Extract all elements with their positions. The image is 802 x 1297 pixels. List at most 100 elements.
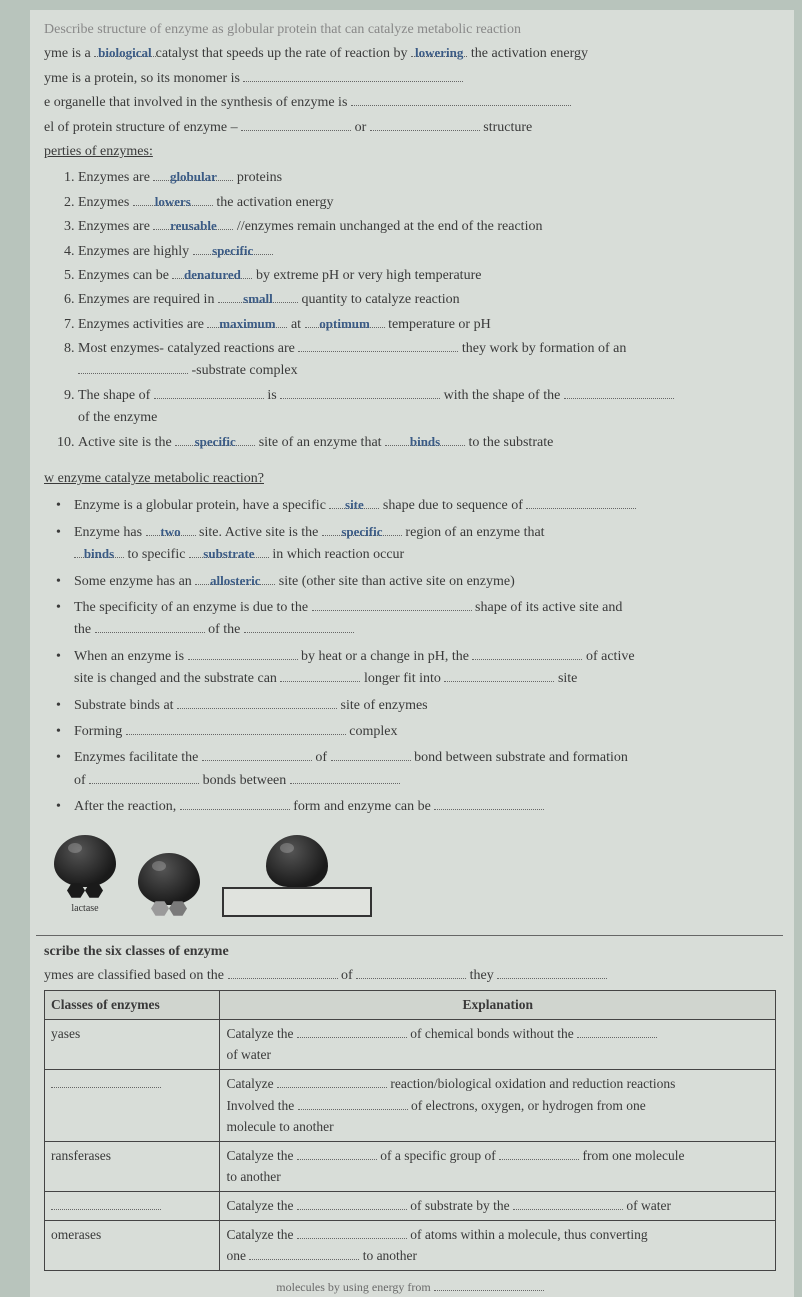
blank[interactable] bbox=[78, 360, 188, 374]
blank[interactable] bbox=[312, 597, 472, 611]
list-item: The shape of is with the shape of the of… bbox=[78, 384, 776, 431]
text: with the shape of the bbox=[444, 388, 561, 403]
blank[interactable] bbox=[243, 68, 463, 82]
diagram-label-box[interactable] bbox=[222, 887, 372, 917]
text: the bbox=[74, 622, 91, 637]
table-header-row: Classes of enzymes Explanation bbox=[45, 991, 776, 1020]
text: region of an enzyme that bbox=[405, 525, 544, 540]
blank[interactable] bbox=[298, 1096, 408, 1110]
text: site (other site than active site on enz… bbox=[279, 574, 515, 589]
text: structure bbox=[483, 120, 532, 135]
cell-explanation: Catalyze the of a specific group of from… bbox=[220, 1141, 776, 1191]
blank[interactable] bbox=[177, 695, 337, 709]
text: longer fit into bbox=[364, 671, 441, 686]
text: of chemical bonds without the bbox=[410, 1026, 573, 1041]
blank[interactable] bbox=[499, 1146, 579, 1160]
blank[interactable] bbox=[356, 965, 466, 979]
blank[interactable] bbox=[297, 1196, 407, 1210]
blank[interactable] bbox=[154, 385, 264, 399]
blank[interactable] bbox=[188, 646, 298, 660]
blank[interactable] bbox=[297, 1024, 407, 1038]
blank[interactable] bbox=[577, 1024, 657, 1038]
table-row: yases Catalyze the of chemical bonds wit… bbox=[45, 1019, 776, 1069]
text: of atoms within a molecule, thus convert… bbox=[410, 1227, 647, 1242]
handwriting: biological bbox=[98, 45, 151, 60]
text: -substrate complex bbox=[192, 363, 298, 378]
text: ymes are classified based on the bbox=[44, 968, 224, 983]
text: the activation energy bbox=[216, 195, 333, 210]
text: Enzyme is a globular protein, have a spe… bbox=[74, 498, 326, 513]
blank[interactable] bbox=[298, 338, 458, 352]
blank[interactable] bbox=[280, 385, 440, 399]
blank[interactable] bbox=[89, 770, 199, 784]
blank[interactable] bbox=[444, 668, 554, 682]
blank[interactable] bbox=[370, 117, 480, 131]
cell-class bbox=[45, 1070, 220, 1142]
text: quantity to catalyze reaction bbox=[301, 292, 459, 307]
definition-line-1: yme is a biologicalcatalyst that speeds … bbox=[44, 42, 776, 66]
blank[interactable] bbox=[51, 1196, 161, 1210]
blob-icon bbox=[138, 853, 200, 905]
blank[interactable] bbox=[526, 495, 636, 509]
blank[interactable] bbox=[126, 721, 346, 735]
text: Active site is the bbox=[78, 435, 172, 450]
list-item: Enzymes are reusable //enzymes remain un… bbox=[78, 215, 776, 239]
blank[interactable] bbox=[297, 1225, 407, 1239]
blank[interactable] bbox=[202, 747, 312, 761]
classes-intro: ymes are classified based on the of they bbox=[44, 964, 776, 988]
blank[interactable] bbox=[51, 1074, 161, 1088]
list-item: Enzymes are required in small quantity t… bbox=[78, 288, 776, 312]
handwriting: lowering bbox=[415, 45, 463, 60]
text: molecule to another bbox=[226, 1119, 333, 1134]
list-item: After the reaction, form and enzyme can … bbox=[74, 794, 776, 820]
blank[interactable] bbox=[277, 1074, 387, 1088]
list-item: Enzymes can be denatured by extreme pH o… bbox=[78, 264, 776, 288]
blank[interactable] bbox=[331, 747, 411, 761]
handwriting: site bbox=[345, 497, 364, 512]
column-header: Explanation bbox=[220, 991, 776, 1020]
blank[interactable] bbox=[95, 619, 205, 633]
blank[interactable] bbox=[297, 1146, 377, 1160]
definition-line-3: e organelle that involved in the synthes… bbox=[44, 91, 776, 115]
text: to the substrate bbox=[469, 435, 554, 450]
enzyme-blob-1: lactase bbox=[54, 835, 116, 917]
text: to another bbox=[226, 1169, 280, 1184]
blank[interactable] bbox=[472, 646, 582, 660]
blank[interactable] bbox=[290, 770, 400, 784]
list-item: When an enzyme is by heat or a change in… bbox=[74, 644, 776, 693]
blank[interactable] bbox=[244, 619, 354, 633]
text: they bbox=[470, 968, 494, 983]
list-item: Enzymes activities are maximum at optimu… bbox=[78, 313, 776, 337]
text: of water bbox=[626, 1198, 671, 1213]
blank[interactable] bbox=[434, 796, 544, 810]
text: of the enzyme bbox=[78, 410, 157, 425]
text: site. Active site is the bbox=[199, 525, 318, 540]
text: site is changed and the substrate can bbox=[74, 671, 277, 686]
list-item: The specificity of an enzyme is due to t… bbox=[74, 595, 776, 644]
text: one bbox=[226, 1248, 246, 1263]
blank[interactable] bbox=[434, 1277, 544, 1291]
text: form and enzyme can be bbox=[293, 799, 431, 814]
list-item: Enzyme is a globular protein, have a spe… bbox=[74, 493, 776, 519]
text: or bbox=[355, 120, 367, 135]
blank[interactable] bbox=[564, 385, 674, 399]
blank[interactable] bbox=[280, 668, 360, 682]
cell-class: yases bbox=[45, 1019, 220, 1069]
text: Most enzymes- catalyzed reactions are bbox=[78, 341, 295, 356]
text: of electrons, oxygen, or hydrogen from o… bbox=[411, 1098, 646, 1113]
blank[interactable] bbox=[497, 965, 607, 979]
text: bonds between bbox=[203, 773, 287, 788]
list-item: Enzymes facilitate the of bond between s… bbox=[74, 745, 776, 794]
blank[interactable] bbox=[180, 796, 290, 810]
text: by heat or a change in pH, the bbox=[301, 649, 469, 664]
handwriting: denatured bbox=[184, 267, 241, 282]
text: they work by formation of an bbox=[462, 341, 626, 356]
text: at bbox=[291, 317, 301, 332]
text: of the bbox=[208, 622, 240, 637]
text: Catalyze bbox=[226, 1076, 273, 1091]
blank[interactable] bbox=[228, 965, 338, 979]
blank[interactable] bbox=[513, 1196, 623, 1210]
blank[interactable] bbox=[351, 92, 571, 106]
blank[interactable] bbox=[249, 1246, 359, 1260]
blank[interactable] bbox=[241, 117, 351, 131]
